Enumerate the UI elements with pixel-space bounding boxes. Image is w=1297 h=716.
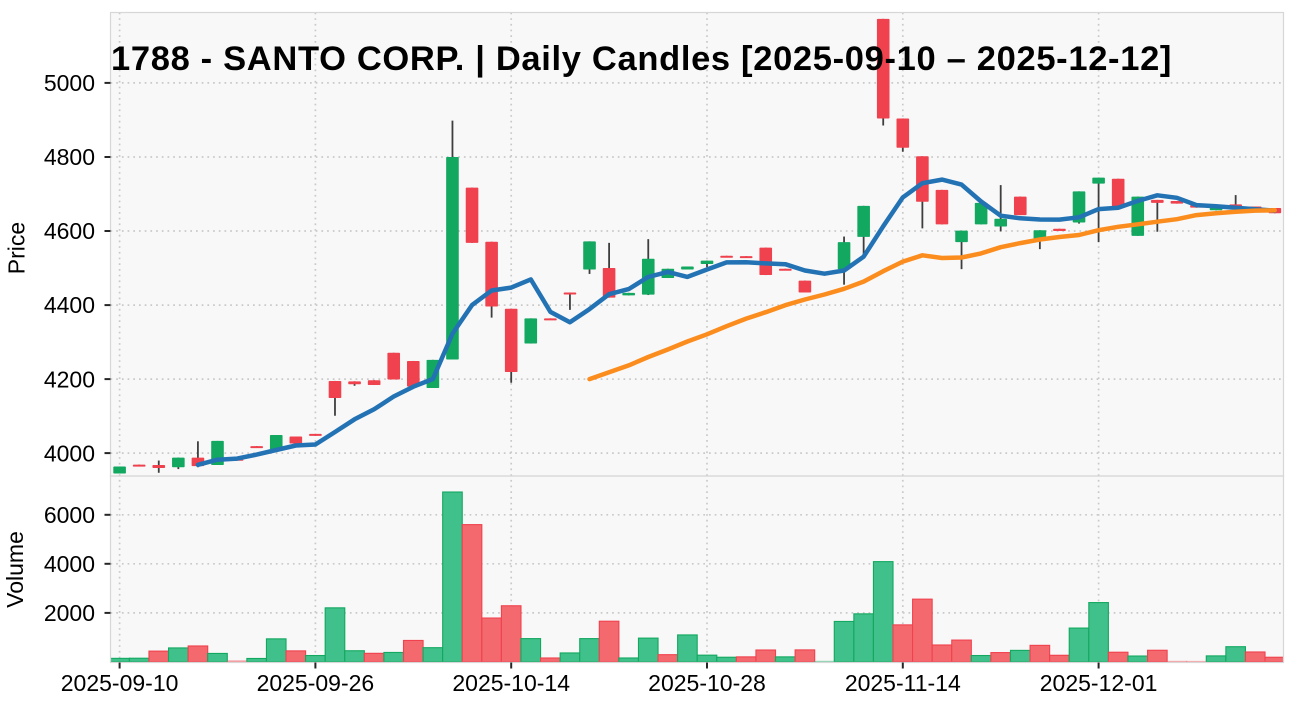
- svg-text:5000: 5000: [44, 70, 95, 96]
- svg-text:4000: 4000: [44, 551, 95, 577]
- svg-text:Volume: Volume: [2, 531, 28, 608]
- svg-text:Price: Price: [4, 222, 30, 274]
- svg-text:2025-09-26: 2025-09-26: [257, 670, 375, 696]
- svg-text:4000: 4000: [44, 440, 95, 466]
- svg-text:2025-09-10: 2025-09-10: [61, 670, 179, 696]
- svg-text:2000: 2000: [44, 600, 95, 626]
- svg-text:4800: 4800: [44, 144, 95, 170]
- svg-text:4400: 4400: [44, 292, 95, 318]
- svg-text:2025-10-14: 2025-10-14: [452, 670, 570, 696]
- svg-text:4600: 4600: [44, 218, 95, 244]
- svg-text:4200: 4200: [44, 366, 95, 392]
- svg-text:2025-11-14: 2025-11-14: [845, 670, 961, 696]
- svg-text:1788 - SANTO CORP. | Daily Can: 1788 - SANTO CORP. | Daily Candles [2025…: [111, 40, 1172, 78]
- svg-text:6000: 6000: [44, 502, 95, 528]
- svg-text:2025-10-28: 2025-10-28: [648, 670, 766, 696]
- svg-text:2025-12-01: 2025-12-01: [1040, 670, 1158, 696]
